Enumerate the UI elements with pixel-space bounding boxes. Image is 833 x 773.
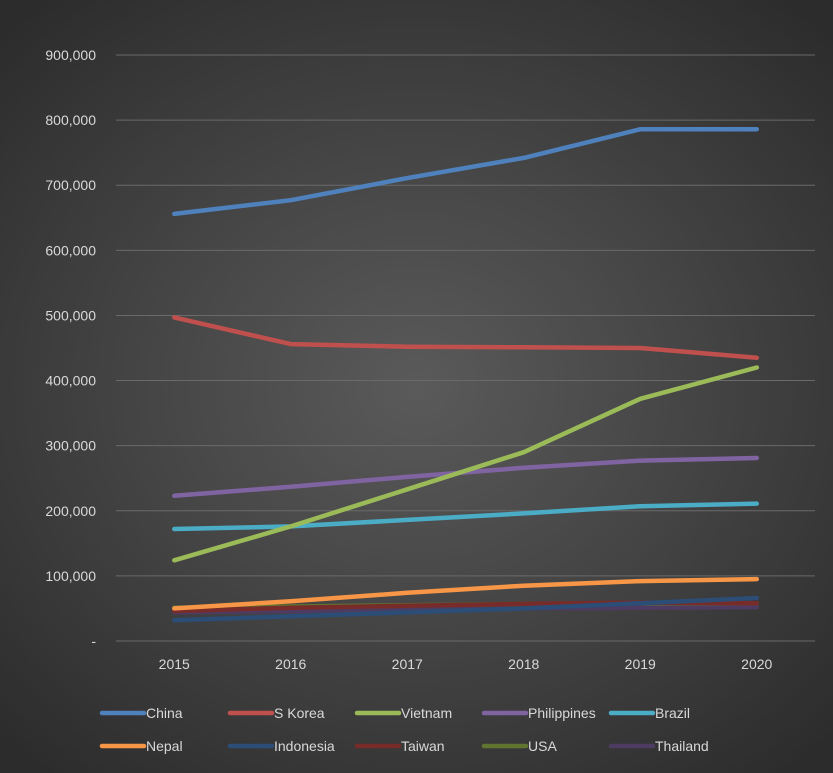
legend-label: Taiwan — [401, 738, 445, 754]
y-tick-label: 300,000 — [45, 438, 96, 454]
legend-label: Indonesia — [274, 738, 335, 754]
series-line-vietnam — [172, 365, 760, 563]
x-tick-label: 2020 — [741, 656, 772, 672]
legend-label: USA — [528, 738, 557, 754]
series-line-china — [172, 126, 760, 217]
legend-item-s-korea: S Korea — [227, 705, 325, 721]
x-tick-label: 2015 — [159, 656, 190, 672]
legend: China S Korea Vietnam Philippines Brazil Nepa… — [99, 705, 709, 754]
legend-label: Thailand — [655, 738, 709, 754]
y-axis-tick-labels: - 100,000 200,000 300,000 400,000 500,000 600,… — [45, 47, 96, 649]
legend-item-philippines: Philippines — [481, 705, 596, 721]
gridlines — [116, 54, 815, 642]
x-tick-label: 2018 — [508, 656, 539, 672]
y-tick-label: 900,000 — [45, 47, 96, 63]
y-tick-label: - — [91, 633, 96, 649]
y-tick-label: 100,000 — [45, 568, 96, 584]
y-tick-label: 800,000 — [45, 112, 96, 128]
y-tick-label: 400,000 — [45, 373, 96, 389]
legend-item-usa: USA — [481, 738, 557, 754]
series-line-indonesia — [172, 595, 760, 623]
series-line-nepal — [172, 576, 760, 611]
x-tick-label: 2016 — [275, 656, 306, 672]
x-tick-label: 2017 — [392, 656, 423, 672]
legend-label: Brazil — [655, 705, 690, 721]
y-tick-label: 500,000 — [45, 307, 96, 323]
legend-label: Philippines — [528, 705, 596, 721]
x-tick-label: 2019 — [625, 656, 656, 672]
legend-item-taiwan: Taiwan — [354, 738, 445, 754]
legend-label: S Korea — [274, 705, 325, 721]
series-lines — [172, 126, 760, 623]
legend-label: Nepal — [146, 738, 183, 754]
x-axis-tick-labels: 2015 2016 2017 2018 2019 2020 — [159, 656, 773, 672]
series-line-philippines — [172, 455, 760, 499]
y-tick-label: 200,000 — [45, 503, 96, 519]
legend-item-nepal: Nepal — [99, 738, 183, 754]
y-tick-label: 600,000 — [45, 242, 96, 258]
y-tick-label: 700,000 — [45, 177, 96, 193]
series-line-brazil — [172, 501, 760, 532]
legend-item-china: China — [99, 705, 183, 721]
legend-item-indonesia: Indonesia — [227, 738, 335, 754]
legend-label: China — [146, 705, 183, 721]
legend-label: Vietnam — [401, 705, 452, 721]
series-line-s-korea — [172, 315, 760, 361]
legend-item-thailand: Thailand — [608, 738, 709, 754]
legend-item-brazil: Brazil — [608, 705, 690, 721]
legend-item-vietnam: Vietnam — [354, 705, 452, 721]
